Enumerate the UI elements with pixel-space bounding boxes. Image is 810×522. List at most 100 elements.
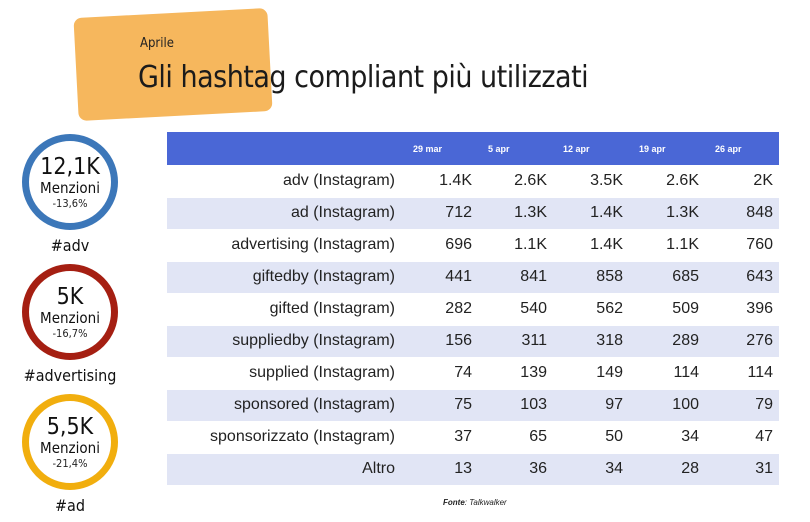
table-cell: 28 xyxy=(629,453,705,486)
table-cell: 696 xyxy=(403,229,478,262)
row-hashtag-name: sponsorizzato (Instagram) xyxy=(167,421,403,454)
section-subtitle: Aprile xyxy=(140,36,174,51)
table-cell: 1.4K xyxy=(553,197,629,230)
column-header xyxy=(167,132,403,165)
kpi-label: Menzioni xyxy=(40,308,100,327)
table-cell: 50 xyxy=(553,421,629,454)
table-cell: 13 xyxy=(403,453,478,486)
table-cell: 103 xyxy=(478,389,553,422)
kpi-value: 12,1K xyxy=(40,153,100,180)
table-cell: 100 xyxy=(629,389,705,422)
table-cell: 65 xyxy=(478,421,553,454)
row-hashtag-name: ad (Instagram) xyxy=(167,197,403,230)
row-hashtag-name: supplied (Instagram) xyxy=(167,357,403,390)
hashtag-table: 29 mar 5 apr 12 apr 19 apr 26 apr adv (I… xyxy=(167,132,779,486)
kpi-hashtag: #adv xyxy=(50,236,90,255)
table-cell: 2K xyxy=(705,165,779,198)
table-row: giftedby (Instagram) 441 841 858 685 643 xyxy=(167,261,779,294)
row-hashtag-name: advertising (Instagram) xyxy=(167,229,403,262)
kpi-label: Menzioni xyxy=(40,178,100,197)
table-cell: 509 xyxy=(629,293,705,326)
table-cell: 114 xyxy=(705,357,779,390)
table-cell: 1.3K xyxy=(629,197,705,230)
kpi-change: -16,7% xyxy=(52,326,88,340)
table-cell: 1.4K xyxy=(553,229,629,262)
table-cell: 441 xyxy=(403,261,478,294)
table-cell: 1.4K xyxy=(403,165,478,198)
kpi-change: -13,6% xyxy=(52,196,88,210)
table-cell: 1.1K xyxy=(629,229,705,262)
kpi-hashtag: #ad xyxy=(54,496,86,515)
table-cell: 712 xyxy=(403,197,478,230)
table-cell: 289 xyxy=(629,325,705,358)
table-cell: 149 xyxy=(553,357,629,390)
table-cell: 562 xyxy=(553,293,629,326)
table-cell: 685 xyxy=(629,261,705,294)
table-cell: 31 xyxy=(705,453,779,486)
column-header: 19 apr xyxy=(629,132,705,165)
table-cell: 36 xyxy=(478,453,553,486)
table-cell: 396 xyxy=(705,293,779,326)
table-cell: 2.6K xyxy=(478,165,553,198)
table-cell: 156 xyxy=(403,325,478,358)
row-hashtag-name: sponsored (Instagram) xyxy=(167,389,403,422)
table-header: 29 mar 5 apr 12 apr 19 apr 26 apr xyxy=(167,132,779,165)
table-cell: 75 xyxy=(403,389,478,422)
table-cell: 1.1K xyxy=(478,229,553,262)
table-cell: 848 xyxy=(705,197,779,230)
kpi-card-advertising: 5K Menzioni -16,7% #advertising xyxy=(20,264,120,385)
source-text: : Talkwalker xyxy=(464,498,507,507)
row-hashtag-name: giftedby (Instagram) xyxy=(167,261,403,294)
table-row: sponsored (Instagram) 75 103 97 100 79 xyxy=(167,389,779,422)
table-body: adv (Instagram) 1.4K 2.6K 3.5K 2.6K 2K ad (Ins… xyxy=(167,165,779,486)
table-cell: 114 xyxy=(629,357,705,390)
page-title: Gli hashtag compliant più utilizzati xyxy=(138,60,589,95)
source-label: Fonte xyxy=(443,498,465,507)
kpi-value: 5K xyxy=(56,283,84,310)
table-cell: 37 xyxy=(403,421,478,454)
table-row: suppliedby (Instagram) 156 311 318 289 276 xyxy=(167,325,779,358)
table-row: sponsorizzato (Instagram) 37 65 50 34 47 xyxy=(167,421,779,454)
table-cell: 760 xyxy=(705,229,779,262)
column-header: 29 mar xyxy=(403,132,478,165)
table-cell: 3.5K xyxy=(553,165,629,198)
table-row: gifted (Instagram) 282 540 562 509 396 xyxy=(167,293,779,326)
table-cell: 643 xyxy=(705,261,779,294)
row-hashtag-name: gifted (Instagram) xyxy=(167,293,403,326)
table-cell: 47 xyxy=(705,421,779,454)
table-cell: 311 xyxy=(478,325,553,358)
kpi-ring: 12,1K Menzioni -13,6% xyxy=(22,134,118,230)
row-hashtag-name: Altro xyxy=(167,453,403,486)
table-row: Altro 13 36 34 28 31 xyxy=(167,453,779,486)
column-header: 26 apr xyxy=(705,132,779,165)
kpi-label: Menzioni xyxy=(40,438,100,457)
table-cell: 858 xyxy=(553,261,629,294)
table-cell: 74 xyxy=(403,357,478,390)
table-cell: 841 xyxy=(478,261,553,294)
kpi-card-ad: 5,5K Menzioni -21,4% #ad xyxy=(20,394,120,515)
table-row: adv (Instagram) 1.4K 2.6K 3.5K 2.6K 2K xyxy=(167,165,779,198)
table-cell: 97 xyxy=(553,389,629,422)
table-cell: 34 xyxy=(553,453,629,486)
column-header: 5 apr xyxy=(478,132,553,165)
table-cell: 276 xyxy=(705,325,779,358)
table-cell: 2.6K xyxy=(629,165,705,198)
table-row: ad (Instagram) 712 1.3K 1.4K 1.3K 848 xyxy=(167,197,779,230)
table-cell: 34 xyxy=(629,421,705,454)
kpi-ring: 5,5K Menzioni -21,4% xyxy=(22,394,118,490)
kpi-change: -21,4% xyxy=(52,456,88,470)
table-cell: 139 xyxy=(478,357,553,390)
table-cell: 1.3K xyxy=(478,197,553,230)
source-note: Fonte: Talkwalker xyxy=(443,498,507,507)
kpi-value: 5,5K xyxy=(46,413,94,440)
table-cell: 540 xyxy=(478,293,553,326)
kpi-card-adv: 12,1K Menzioni -13,6% #adv xyxy=(20,134,120,255)
table-row: advertising (Instagram) 696 1.1K 1.4K 1.1K 76… xyxy=(167,229,779,262)
table-cell: 79 xyxy=(705,389,779,422)
kpi-hashtag: #advertising xyxy=(23,366,117,385)
row-hashtag-name: adv (Instagram) xyxy=(167,165,403,198)
column-header: 12 apr xyxy=(553,132,629,165)
row-hashtag-name: suppliedby (Instagram) xyxy=(167,325,403,358)
table-header-row: 29 mar 5 apr 12 apr 19 apr 26 apr xyxy=(167,132,779,165)
table-row: supplied (Instagram) 74 139 149 114 114 xyxy=(167,357,779,390)
